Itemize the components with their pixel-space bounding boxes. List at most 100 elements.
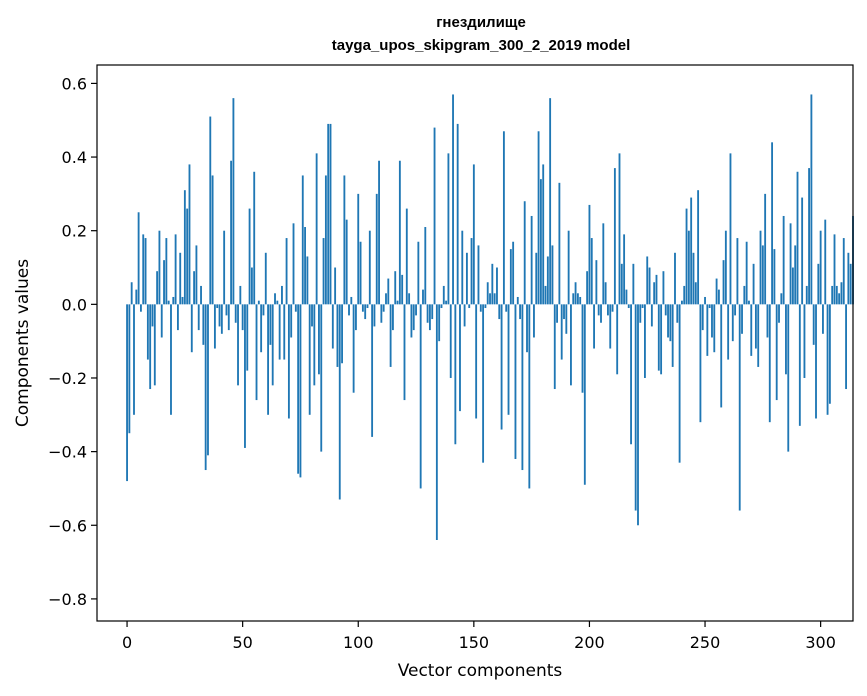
bar <box>230 160 233 305</box>
x-tick-label: 150 <box>459 633 490 652</box>
x-tick-label: 0 <box>122 633 132 652</box>
bar <box>299 304 302 478</box>
bar <box>590 238 593 305</box>
bar <box>847 252 850 305</box>
bar <box>620 263 623 305</box>
bar <box>641 304 644 309</box>
bar <box>440 304 443 309</box>
bar <box>576 293 579 305</box>
bar <box>281 285 283 305</box>
y-tick-label: 0.2 <box>62 222 87 241</box>
chart-title: гнездилище <box>436 14 526 31</box>
bar <box>308 304 311 415</box>
bar <box>211 175 214 305</box>
bar <box>350 296 353 305</box>
bar <box>761 245 764 305</box>
bar <box>683 285 686 305</box>
bar <box>581 304 584 393</box>
bar <box>634 304 637 511</box>
bar <box>204 304 207 471</box>
bar <box>207 304 209 456</box>
bar <box>341 304 343 364</box>
bar <box>137 212 140 305</box>
bar <box>597 304 600 316</box>
bar <box>583 304 586 485</box>
bar <box>255 304 258 401</box>
bar <box>498 304 501 320</box>
bar <box>357 193 360 305</box>
y-tick-label: −0.6 <box>48 516 87 535</box>
bar <box>546 256 549 305</box>
bar <box>530 215 533 305</box>
bar <box>248 208 251 305</box>
bar <box>835 285 838 305</box>
bar <box>752 263 755 305</box>
bar <box>572 293 575 305</box>
bar <box>692 252 695 305</box>
bar <box>257 300 260 305</box>
bar <box>334 267 337 305</box>
bar <box>623 234 626 305</box>
bar <box>232 98 235 305</box>
bar <box>669 304 672 342</box>
bar <box>671 304 674 367</box>
bar <box>694 282 697 305</box>
bar <box>163 260 165 305</box>
bar <box>616 304 619 375</box>
bar <box>759 230 762 305</box>
bar <box>528 304 531 489</box>
bar <box>738 304 741 511</box>
bar <box>290 304 293 338</box>
bar <box>151 304 154 327</box>
bar <box>202 304 205 345</box>
bar <box>311 304 313 327</box>
bar <box>479 304 482 312</box>
bar <box>327 123 330 305</box>
bar <box>794 245 797 305</box>
bar <box>237 304 239 386</box>
bar <box>181 296 184 305</box>
bar <box>678 304 681 463</box>
bar <box>602 223 605 305</box>
bar <box>392 304 394 331</box>
bar <box>389 304 392 367</box>
bar <box>442 285 445 305</box>
bar <box>433 127 436 305</box>
bar <box>512 241 515 305</box>
bar <box>218 304 221 327</box>
bar <box>817 263 820 305</box>
bar <box>787 304 790 452</box>
y-axis-label: Components values <box>13 259 33 427</box>
bar <box>294 304 297 312</box>
bar <box>292 223 295 305</box>
bar <box>477 245 480 305</box>
bar <box>135 289 138 305</box>
bar <box>646 256 649 305</box>
bar <box>687 230 690 305</box>
bar <box>560 304 563 360</box>
bar <box>556 304 558 323</box>
bar <box>819 230 822 305</box>
bar <box>426 304 429 323</box>
bar <box>260 304 263 353</box>
bar <box>287 304 290 419</box>
bar <box>791 267 794 305</box>
bar <box>523 201 526 305</box>
bar <box>195 245 198 305</box>
bar <box>417 241 420 305</box>
bar <box>507 304 510 415</box>
bar-series <box>126 94 854 540</box>
bar <box>831 285 834 305</box>
bar <box>502 131 505 305</box>
bar <box>398 160 401 305</box>
bar <box>521 304 524 471</box>
bar <box>565 304 568 334</box>
bar <box>549 98 552 305</box>
bar <box>639 304 642 323</box>
bar <box>713 304 716 353</box>
x-axis-ticks: 0 50 100 150 200 250 300 <box>122 621 836 652</box>
bar <box>264 252 267 305</box>
bar <box>167 300 170 305</box>
bar <box>285 238 288 305</box>
